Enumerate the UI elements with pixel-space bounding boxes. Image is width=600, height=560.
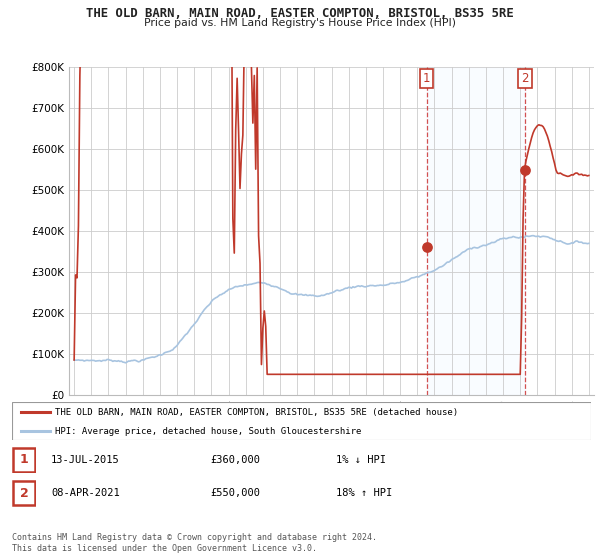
Text: THE OLD BARN, MAIN ROAD, EASTER COMPTON, BRISTOL, BS35 5RE (detached house): THE OLD BARN, MAIN ROAD, EASTER COMPTON,… bbox=[55, 408, 458, 417]
Point bbox=[422, 243, 431, 252]
Text: 13-JUL-2015: 13-JUL-2015 bbox=[51, 455, 120, 465]
Text: 1: 1 bbox=[20, 453, 28, 466]
Text: £550,000: £550,000 bbox=[210, 488, 260, 498]
Text: HPI: Average price, detached house, South Gloucestershire: HPI: Average price, detached house, Sout… bbox=[55, 427, 362, 436]
Text: THE OLD BARN, MAIN ROAD, EASTER COMPTON, BRISTOL, BS35 5RE: THE OLD BARN, MAIN ROAD, EASTER COMPTON,… bbox=[86, 7, 514, 20]
Text: Contains HM Land Registry data © Crown copyright and database right 2024.
This d: Contains HM Land Registry data © Crown c… bbox=[12, 533, 377, 553]
Text: 1: 1 bbox=[423, 72, 430, 85]
Text: 1% ↓ HPI: 1% ↓ HPI bbox=[336, 455, 386, 465]
Text: 08-APR-2021: 08-APR-2021 bbox=[51, 488, 120, 498]
Text: £360,000: £360,000 bbox=[210, 455, 260, 465]
Text: 18% ↑ HPI: 18% ↑ HPI bbox=[336, 488, 392, 498]
Text: 2: 2 bbox=[20, 487, 28, 500]
Text: 2: 2 bbox=[521, 72, 529, 85]
Point bbox=[520, 165, 530, 174]
Text: Price paid vs. HM Land Registry's House Price Index (HPI): Price paid vs. HM Land Registry's House … bbox=[144, 18, 456, 29]
Bar bbox=[427, 67, 525, 395]
